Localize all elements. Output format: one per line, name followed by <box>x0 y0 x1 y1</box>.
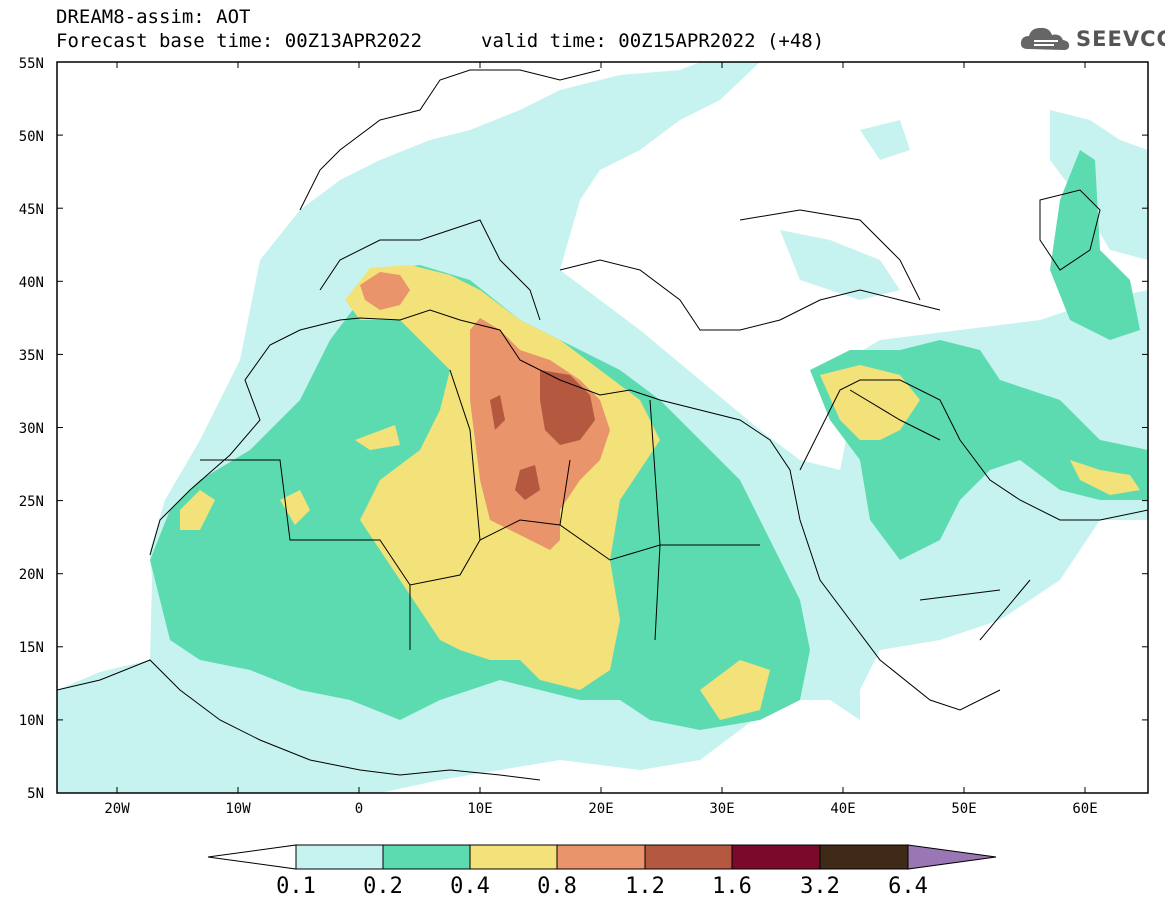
aot-contours <box>57 62 1148 793</box>
color-bar-label: 0.1 <box>276 874 316 899</box>
lon-label: 20W <box>104 801 130 817</box>
color-swatch <box>469 844 558 870</box>
lat-label: 10N <box>19 713 44 729</box>
map-title: DREAM8-assim: AOT <box>56 6 251 28</box>
lat-label: 15N <box>19 640 44 656</box>
lon-label: 50E <box>951 801 976 817</box>
color-bar-label: 6.4 <box>888 874 928 899</box>
lat-label: 30N <box>19 421 44 437</box>
lon-label: 0 <box>355 801 363 817</box>
color-swatch <box>382 844 471 870</box>
cloud-logo-icon <box>1020 27 1070 50</box>
lon-label: 10E <box>467 801 492 817</box>
lon-axis: 20W 10W 0 10E 20E 30E 40E 50E 60E <box>104 801 1097 817</box>
color-bar-under-arrow <box>207 844 297 870</box>
aot-level-0.8-iberia <box>360 272 410 310</box>
color-swatch <box>644 844 733 870</box>
logo-text: SEEVCCC <box>1076 27 1165 51</box>
color-swatch <box>731 844 821 870</box>
color-bar-label: 0.2 <box>363 874 403 899</box>
color-bar-label: 0.4 <box>450 874 490 899</box>
lon-label: 20E <box>588 801 613 817</box>
lat-axis: 55N 50N 45N 40N 35N 30N 25N 20N 15N 10N … <box>19 56 44 802</box>
lat-label: 35N <box>19 348 44 364</box>
lon-label: 60E <box>1072 801 1097 817</box>
color-bar-label: 1.2 <box>625 874 665 899</box>
color-bar <box>207 844 997 870</box>
lat-label: 20N <box>19 567 44 583</box>
color-bar-label: 3.2 <box>800 874 840 899</box>
coastlines <box>57 69 1148 781</box>
lon-label: 40E <box>830 801 855 817</box>
lat-label: 45N <box>19 202 44 218</box>
color-bar-label: 1.6 <box>712 874 752 899</box>
aot-level-0.8 <box>470 318 610 550</box>
color-bar-label: 0.8 <box>537 874 577 899</box>
color-swatch <box>295 844 384 870</box>
lon-label: 30E <box>709 801 734 817</box>
aot-level-0.1-north <box>780 110 1148 300</box>
aot-level-0.2-caspian <box>1050 150 1140 340</box>
lat-label: 40N <box>19 275 44 291</box>
color-swatch <box>556 844 646 870</box>
color-bar-over-arrow <box>907 844 997 870</box>
color-bar-labels: 0.1 0.2 0.4 0.8 1.2 1.6 3.2 6.4 <box>276 874 928 899</box>
aot-level-1.2 <box>490 370 595 500</box>
lat-label: 5N <box>27 786 44 802</box>
lat-label: 55N <box>19 56 44 72</box>
color-swatch <box>819 844 909 870</box>
forecast-base-time: Forecast base time: 00Z13APR2022 <box>56 30 423 52</box>
valid-time: valid time: 00Z15APR2022 (+48) <box>481 30 825 52</box>
seevccc-logo: SEEVCCC <box>1018 23 1165 55</box>
lat-label: 25N <box>19 494 44 510</box>
axis-ticks <box>57 61 1148 794</box>
lat-label: 50N <box>19 129 44 145</box>
lon-label: 10W <box>225 801 251 817</box>
